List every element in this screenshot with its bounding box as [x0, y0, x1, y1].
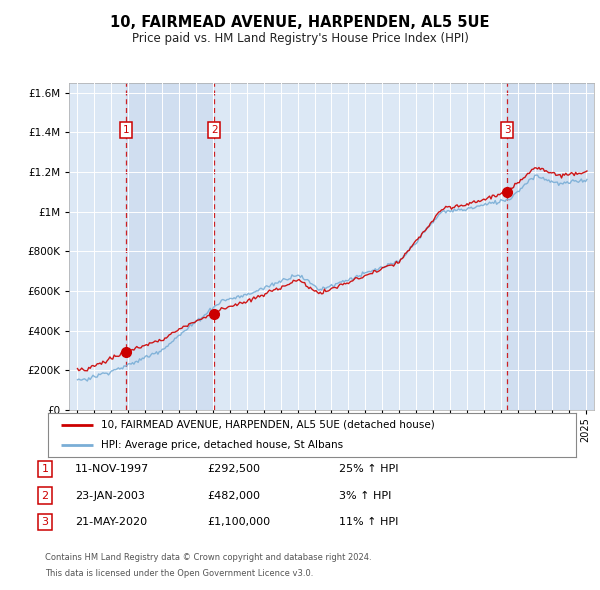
Text: 21-MAY-2020: 21-MAY-2020	[75, 517, 147, 527]
Text: 2: 2	[211, 125, 217, 135]
Text: £482,000: £482,000	[207, 491, 260, 500]
Text: 3: 3	[41, 517, 49, 527]
Text: This data is licensed under the Open Government Licence v3.0.: This data is licensed under the Open Gov…	[45, 569, 313, 578]
Text: 11% ↑ HPI: 11% ↑ HPI	[339, 517, 398, 527]
Text: 3: 3	[504, 125, 511, 135]
Text: 1: 1	[123, 125, 130, 135]
Text: 11-NOV-1997: 11-NOV-1997	[75, 464, 149, 474]
Bar	[507, 83, 594, 410]
Text: 10, FAIRMEAD AVENUE, HARPENDEN, AL5 5UE: 10, FAIRMEAD AVENUE, HARPENDEN, AL5 5UE	[110, 15, 490, 30]
Bar	[126, 83, 214, 410]
Text: 10, FAIRMEAD AVENUE, HARPENDEN, AL5 5UE (detached house): 10, FAIRMEAD AVENUE, HARPENDEN, AL5 5UE …	[101, 420, 434, 430]
Text: HPI: Average price, detached house, St Albans: HPI: Average price, detached house, St A…	[101, 440, 343, 450]
Text: 2: 2	[41, 491, 49, 500]
Text: £292,500: £292,500	[207, 464, 260, 474]
Text: 23-JAN-2003: 23-JAN-2003	[75, 491, 145, 500]
Text: Price paid vs. HM Land Registry's House Price Index (HPI): Price paid vs. HM Land Registry's House …	[131, 32, 469, 45]
Text: £1,100,000: £1,100,000	[207, 517, 270, 527]
Text: 1: 1	[41, 464, 49, 474]
Text: 25% ↑ HPI: 25% ↑ HPI	[339, 464, 398, 474]
Text: 3% ↑ HPI: 3% ↑ HPI	[339, 491, 391, 500]
Text: Contains HM Land Registry data © Crown copyright and database right 2024.: Contains HM Land Registry data © Crown c…	[45, 553, 371, 562]
